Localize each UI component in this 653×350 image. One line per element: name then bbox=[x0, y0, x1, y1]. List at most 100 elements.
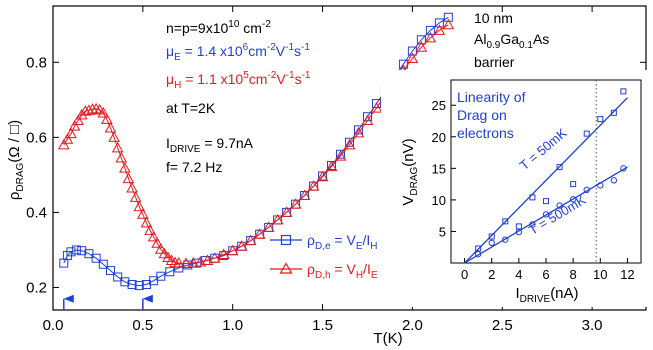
legend-marker-holes bbox=[279, 262, 293, 274]
x-tick-label: 1.0 bbox=[222, 317, 243, 334]
inset-y-tick-label: 10 bbox=[432, 193, 446, 208]
data-point-holes bbox=[119, 162, 131, 173]
main-legend: ρD,e = VE/IH ρD,h = VH/IE bbox=[270, 232, 378, 281]
mu-h-note: μH = 1.1 x105cm-2V-1s-1 bbox=[166, 70, 311, 91]
inset-data-point bbox=[556, 164, 563, 171]
data-point-holes bbox=[226, 244, 239, 256]
inset-axis-ticks: 0 2 4 6 8 10 12 5 10 15 20 25 bbox=[432, 80, 635, 282]
x-tick-label: 3.0 bbox=[582, 317, 603, 334]
data-point-electrons bbox=[398, 59, 408, 69]
inset-data-point bbox=[543, 198, 549, 205]
data-point-holes bbox=[136, 208, 149, 219]
data-point-electrons bbox=[219, 251, 229, 261]
data-point-holes bbox=[180, 257, 192, 268]
inset-data-point bbox=[474, 250, 482, 258]
x-tick-label: 0.5 bbox=[132, 317, 153, 334]
data-point-electrons bbox=[127, 279, 137, 289]
inset-data-point bbox=[620, 165, 627, 172]
data-point-holes bbox=[370, 102, 383, 113]
inset-x-tick-label: 4 bbox=[515, 267, 522, 282]
legend-entry-electrons: ρD,e = VE/IH bbox=[270, 232, 378, 252]
inset-data-point bbox=[597, 116, 604, 123]
inset-y-tick-label: 5 bbox=[439, 224, 446, 239]
data-point-holes bbox=[172, 257, 185, 268]
data-point-electrons bbox=[156, 271, 166, 281]
data-point-holes bbox=[361, 114, 374, 125]
x-tick-label: 0.0 bbox=[43, 317, 64, 334]
inset-data-point bbox=[583, 186, 590, 194]
inset-x-axis-title: IDRIVE(nA) bbox=[515, 285, 578, 305]
data-point-holes bbox=[244, 234, 257, 246]
data-point-electrons bbox=[77, 246, 87, 256]
data-point-holes bbox=[271, 213, 284, 225]
data-point-holes bbox=[126, 181, 138, 193]
data-point-holes bbox=[108, 131, 120, 142]
inset-data-point bbox=[610, 177, 618, 184]
data-point-electrons bbox=[149, 276, 159, 286]
data-point-electrons bbox=[416, 35, 426, 45]
y-axis-title: ρDRAG(Ω / □) bbox=[6, 120, 26, 200]
data-point-holes bbox=[101, 113, 113, 124]
y-tick-label: 0.4 bbox=[26, 204, 47, 221]
data-point-holes bbox=[147, 230, 160, 242]
data-point-electrons bbox=[165, 267, 175, 277]
data-point-electrons bbox=[425, 25, 435, 35]
y-tick-label: 0.6 bbox=[26, 129, 47, 146]
inset-data-point bbox=[556, 202, 563, 209]
inset-data-point bbox=[502, 236, 509, 243]
data-point-holes bbox=[104, 121, 117, 133]
data-point-holes bbox=[253, 228, 266, 239]
data-point-holes bbox=[151, 237, 164, 248]
frequency-note: f= 7.2 Hz bbox=[166, 159, 222, 175]
data-point-holes bbox=[61, 133, 74, 144]
inset-y-tick-label: 25 bbox=[432, 98, 446, 113]
data-point-holes bbox=[262, 221, 275, 232]
data-point-holes bbox=[129, 191, 142, 202]
data-point-holes bbox=[298, 189, 311, 201]
inset-y-axis-title: VDRAG(nV) bbox=[400, 138, 420, 205]
main-axis-ticks: 0.0 0.5 1.0 1.5 2.0 2.5 3.0 0.2 0.4 0.6 0.8 bbox=[26, 6, 646, 334]
inset-data-point bbox=[529, 221, 536, 228]
inset-title-line-1: Linearity of bbox=[457, 89, 526, 105]
data-point-holes bbox=[433, 24, 446, 35]
inset-x-tick-label: 6 bbox=[542, 267, 549, 282]
inset-x-tick-label: 8 bbox=[570, 267, 577, 282]
data-point-holes bbox=[72, 114, 85, 125]
data-point-electrons bbox=[134, 281, 144, 291]
data-point-holes bbox=[158, 247, 171, 259]
legend-label-holes: ρD,h = VH/IE bbox=[307, 261, 378, 281]
density-note: n=p=9x1010 cm-2 bbox=[166, 19, 271, 36]
legend-entry-holes: ρD,h = VH/IE bbox=[270, 261, 378, 281]
data-point-holes bbox=[83, 104, 95, 115]
data-point-holes bbox=[208, 252, 221, 263]
data-point-holes bbox=[65, 127, 77, 139]
mu-e-note: μE = 1.4 x106cm-2V-1s-1 bbox=[166, 42, 310, 63]
data-point-holes bbox=[334, 150, 347, 161]
inset-data-point bbox=[610, 109, 617, 116]
temperature-note: at T=2K bbox=[166, 100, 216, 116]
data-point-holes bbox=[201, 254, 214, 265]
inset-data-point bbox=[542, 211, 550, 218]
legend-label-electrons: ρD,e = VE/IH bbox=[307, 232, 378, 252]
inset-data-point bbox=[570, 181, 577, 188]
data-point-holes bbox=[316, 170, 329, 182]
data-point-holes bbox=[111, 141, 124, 153]
drive-current-note: IDRIVE = 9.7nA bbox=[166, 135, 254, 155]
data-point-electrons bbox=[84, 249, 94, 259]
data-point-holes bbox=[68, 120, 81, 131]
data-point-holes bbox=[406, 52, 419, 64]
inset-data-point bbox=[515, 228, 523, 236]
data-point-electrons bbox=[120, 277, 130, 287]
data-point-electrons bbox=[71, 245, 81, 255]
parameter-annotations: n=p=9x1010 cm-2 μE = 1.4 x106cm-2V-1s-1 … bbox=[166, 10, 549, 175]
inset-y-tick-label: 15 bbox=[432, 161, 446, 176]
data-point-electrons bbox=[66, 247, 76, 257]
barrier-note-3: barrier bbox=[474, 54, 515, 70]
inset-title-line-2: Drag on bbox=[457, 107, 507, 123]
main-plot-series bbox=[57, 12, 455, 291]
data-point-electrons bbox=[98, 259, 108, 269]
data-point-holes bbox=[133, 200, 146, 212]
barrier-note-2: Al0.9Ga0.1As bbox=[474, 31, 549, 51]
data-point-holes bbox=[217, 248, 230, 259]
inset-title-line-3: electrons bbox=[457, 125, 514, 141]
